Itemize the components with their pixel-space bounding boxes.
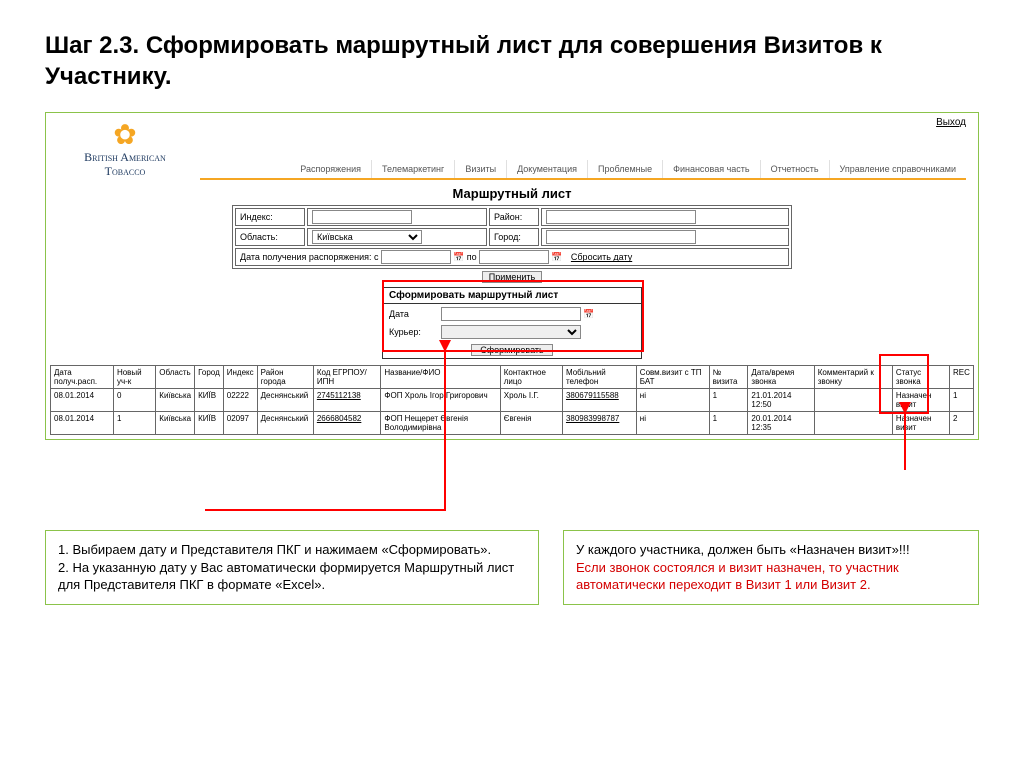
form-popup: Сформировать маршрутный лист Дата Курьер… [382, 287, 642, 359]
input-date-from[interactable] [381, 250, 451, 264]
table-cell: 2 [950, 412, 974, 435]
table-header: Название/ФИО [381, 366, 500, 389]
nav-item[interactable]: Управление справочниками [829, 160, 966, 178]
table-cell: 21.01.2014 12:50 [748, 389, 814, 412]
nav-item[interactable]: Документация [506, 160, 587, 178]
filter-form: Индекс: Район: Область: Київська Город: … [232, 205, 792, 269]
input-index[interactable] [312, 210, 412, 224]
table-cell: 08.01.2014 [51, 389, 114, 412]
table-cell: Назначен визит [892, 412, 949, 435]
main-nav: РаспоряженияТелемаркетингВизитыДокумента… [200, 160, 966, 180]
info-box-right: У каждого участника, должен быть «Назнач… [563, 530, 979, 605]
label-dates: Дата получения распоряжения: [240, 252, 372, 262]
table-cell: Деснянський [257, 412, 313, 435]
table-cell: Назначен визит [892, 389, 949, 412]
table-row: 08.01.20140КиївськаКИЇВ02222Деснянський2… [51, 389, 974, 412]
page-title: Маршрутный лист [50, 180, 974, 205]
table-cell: 02222 [223, 389, 257, 412]
table-header: Новый уч-к [113, 366, 155, 389]
input-date-to[interactable] [479, 250, 549, 264]
label-oblast: Область: [235, 228, 305, 246]
slide-title: Шаг 2.3. Сформировать маршрутный лист дл… [45, 30, 979, 92]
calendar-icon[interactable] [549, 252, 562, 262]
label-to: по [467, 252, 477, 262]
app-window: ✿ British American Tobacco Выход Распоря… [45, 112, 979, 440]
table-cell: ФОП Нещерет Євгенія Володимирівна [381, 412, 500, 435]
select-popup-courier[interactable] [441, 325, 581, 339]
info-left-text: 1. Выбираем дату и Представителя ПКГ и н… [58, 541, 526, 594]
table-cell: 1 [709, 389, 748, 412]
table-cell: Київська [156, 389, 195, 412]
table-cell: Деснянський [257, 389, 313, 412]
table-cell: 1 [113, 412, 155, 435]
table-header: Индекс [223, 366, 257, 389]
calendar-icon[interactable] [451, 252, 464, 262]
nav-item[interactable]: Визиты [454, 160, 506, 178]
table-header: Область [156, 366, 195, 389]
table-header: Мобільний телефон [562, 366, 636, 389]
input-popup-date[interactable] [441, 307, 581, 321]
table-cell: 20.01.2014 12:35 [748, 412, 814, 435]
table-cell: ні [636, 389, 709, 412]
table-cell: 1 [950, 389, 974, 412]
label-index: Индекс: [235, 208, 305, 226]
exit-link[interactable]: Выход [936, 117, 966, 128]
label-city: Город: [489, 228, 539, 246]
table-cell [814, 412, 892, 435]
nav-item[interactable]: Финансовая часть [662, 160, 760, 178]
reset-date-link[interactable]: Сбросить дату [571, 252, 632, 262]
nav-item[interactable]: Проблемные [587, 160, 662, 178]
info-right-black: У каждого участника, должен быть «Назнач… [576, 541, 966, 559]
table-cell[interactable]: 380679115588 [562, 389, 636, 412]
calendar-icon[interactable] [581, 309, 594, 319]
table-header: Город [195, 366, 224, 389]
table-header: REC [950, 366, 974, 389]
table-cell: 08.01.2014 [51, 412, 114, 435]
table-cell[interactable]: 2745112138 [313, 389, 381, 412]
table-cell[interactable]: 2666804582 [313, 412, 381, 435]
table-header: Дата получ.расп. [51, 366, 114, 389]
input-region[interactable] [546, 210, 696, 224]
table-cell: 02097 [223, 412, 257, 435]
nav-item[interactable]: Телемаркетинг [371, 160, 454, 178]
table-cell [814, 389, 892, 412]
nav-item[interactable]: Отчетность [760, 160, 829, 178]
label-region: Район: [489, 208, 539, 226]
table-cell: КИЇВ [195, 389, 224, 412]
logo-flame-icon: ✿ [58, 121, 192, 149]
apply-button[interactable]: Применить [482, 271, 543, 283]
logo: ✿ British American Tobacco [50, 117, 200, 177]
form-submit-button[interactable]: Сформировать [471, 344, 552, 356]
table-cell: Хроль І.Г. [500, 389, 562, 412]
info-right-red: Если звонок состоялся и визит назначен, … [576, 559, 966, 594]
label-from: с [374, 252, 379, 262]
label-popup-courier: Курьер: [385, 324, 435, 340]
data-table: Дата получ.расп.Новый уч-кОбластьГородИн… [50, 365, 974, 435]
table-header: Совм.визит с ТП БАТ [636, 366, 709, 389]
table-header: Комментарий к звонку [814, 366, 892, 389]
nav-item[interactable]: Распоряжения [290, 160, 371, 178]
table-cell: 1 [709, 412, 748, 435]
table-header: Статус звонка [892, 366, 949, 389]
select-oblast[interactable]: Київська [312, 230, 422, 244]
table-cell: 0 [113, 389, 155, 412]
table-header: Контактное лицо [500, 366, 562, 389]
table-cell: Київська [156, 412, 195, 435]
logo-text-2: Tobacco [58, 165, 192, 178]
label-popup-date: Дата [385, 306, 435, 322]
popup-title: Сформировать маршрутный лист [383, 288, 641, 304]
table-cell: Євгенія [500, 412, 562, 435]
table-cell[interactable]: 380983998787 [562, 412, 636, 435]
table-cell: ФОП Хроль Ігор Григорович [381, 389, 500, 412]
table-cell: ні [636, 412, 709, 435]
input-city[interactable] [546, 230, 696, 244]
table-row: 08.01.20141КиївськаКИЇВ02097Деснянський2… [51, 412, 974, 435]
table-header: № визита [709, 366, 748, 389]
table-header: Дата/время звонка [748, 366, 814, 389]
table-header: Код ЕГРПОУ/ ИПН [313, 366, 381, 389]
table-header: Район города [257, 366, 313, 389]
info-box-left: 1. Выбираем дату и Представителя ПКГ и н… [45, 530, 539, 605]
table-cell: КИЇВ [195, 412, 224, 435]
logo-text-1: British American [58, 151, 192, 164]
